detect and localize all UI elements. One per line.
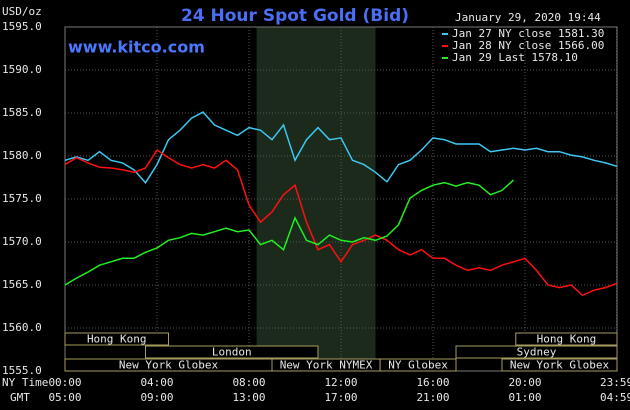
x2-tick-label: 09:00 [140, 391, 173, 404]
y-tick-label: 1590.0 [2, 63, 42, 76]
legend-label: Jan 28 NY close 1566.00 [452, 39, 604, 52]
x-tick-label: 04:00 [140, 376, 173, 389]
x-tick-label: 00:00 [48, 376, 81, 389]
y-tick-label: 1565.0 [2, 278, 42, 291]
y-axis-label: USD/oz [2, 5, 42, 18]
series-line [64, 179, 515, 286]
session-label: NY Globex [388, 359, 448, 372]
session-box [145, 345, 319, 359]
series-line [64, 111, 618, 184]
x2-tick-label: 21:00 [416, 391, 449, 404]
y-tick-label: 1595.0 [2, 20, 42, 33]
watermark: www.kitco.com [68, 38, 205, 57]
x2-tick-label: 17:00 [324, 391, 357, 404]
chart-subtitle: January 29, 2020 19:44 [455, 11, 601, 24]
x-tick-label: 16:00 [416, 376, 449, 389]
chart-title: 24 Hour Spot Gold (Bid) [181, 6, 409, 26]
session-label: New York Globex [510, 359, 610, 372]
session-box [64, 332, 169, 346]
x2-axis-label: GMT [10, 391, 30, 404]
x2-tick-label: 04:59 [600, 391, 630, 404]
highlight-band [256, 27, 376, 371]
y-tick-label: 1560.0 [2, 321, 42, 334]
series-line [64, 148, 618, 297]
session-box [455, 345, 618, 359]
x2-tick-label: 01:00 [508, 391, 541, 404]
y-tick-label: 1575.0 [2, 192, 42, 205]
session-label: New York Globex [119, 359, 219, 372]
session-label: Sydney [517, 346, 557, 359]
legend-label: Jan 29 Last 1578.10 [452, 51, 578, 64]
x-tick-label: 12:00 [324, 376, 357, 389]
session-label: New York NYMEX [280, 359, 373, 372]
y-tick-label: 1555.0 [2, 364, 42, 377]
x-axis-label: NY Time [2, 376, 48, 389]
session-label: London [212, 346, 252, 359]
session-box [501, 358, 618, 372]
session-box [515, 332, 618, 346]
session-label: Hong Kong [537, 333, 597, 346]
y-tick-label: 1570.0 [2, 235, 42, 248]
x-tick-label: 23:59 [600, 376, 630, 389]
x-tick-label: 20:00 [508, 376, 541, 389]
y-tick-label: 1585.0 [2, 106, 42, 119]
session-label: Hong Kong [87, 333, 147, 346]
y-tick-label: 1580.0 [2, 149, 42, 162]
session-box [379, 358, 457, 372]
x-tick-label: 08:00 [232, 376, 265, 389]
legend-label: Jan 27 NY close 1581.30 [452, 27, 604, 40]
x2-tick-label: 05:00 [48, 391, 81, 404]
x2-tick-label: 13:00 [232, 391, 265, 404]
